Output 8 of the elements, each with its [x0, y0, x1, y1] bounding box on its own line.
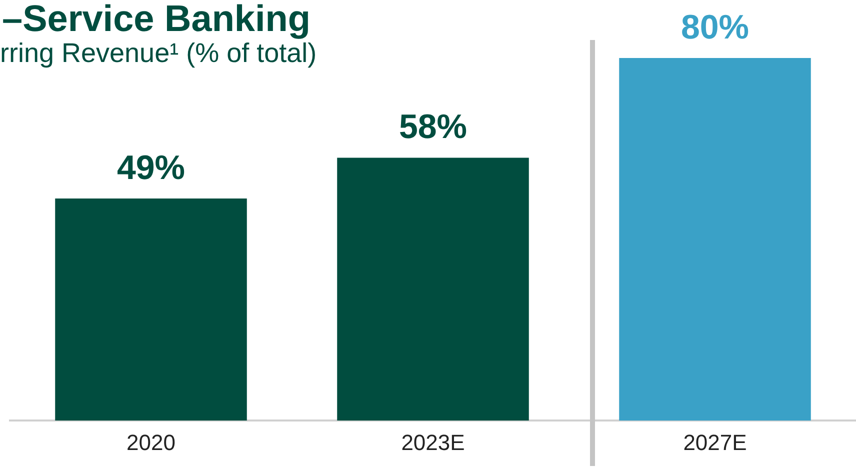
x-tick-label: 2027E [683, 430, 747, 455]
data-label: 58% [398, 108, 468, 146]
x-tick-label: 2020 [126, 430, 176, 455]
chart-subtitle: rring Revenue¹ (% of total) [0, 38, 317, 69]
data-label: 49% [116, 148, 186, 187]
chart-title: –Service Banking [2, 0, 310, 40]
data-label: 80% [680, 8, 750, 46]
x-tick-label: 2023E [401, 430, 465, 455]
